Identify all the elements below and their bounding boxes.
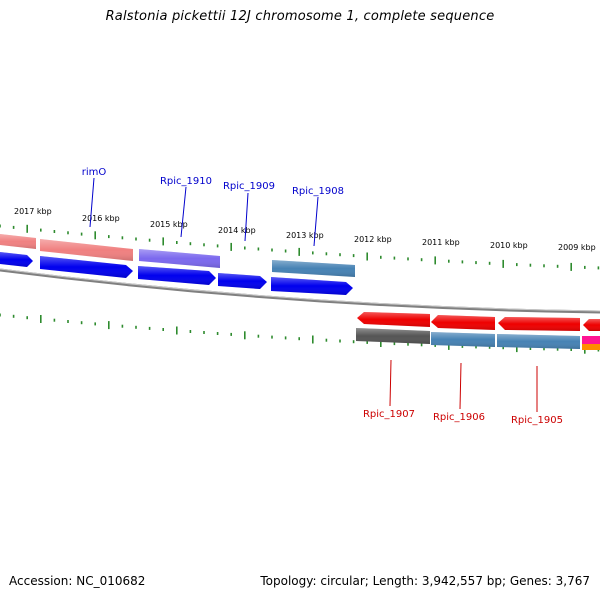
kbp-label: 2012 kbp — [354, 235, 392, 244]
gene-feature-orange[interactable] — [582, 344, 600, 350]
forward-gene-track — [0, 234, 355, 277]
sequence-backbone — [0, 268, 600, 314]
label-leader-line — [313, 196, 319, 247]
kbp-label: 2017 kbp — [14, 207, 52, 216]
gene-label-rimO[interactable]: rimO — [82, 167, 107, 178]
gene-label-rpic-1905[interactable]: Rpic_1905 — [511, 415, 563, 426]
accession-text: Accession: NC_010682 — [9, 574, 146, 588]
reverse-cds-track — [357, 312, 600, 331]
label-leader-line — [180, 186, 187, 238]
forward-cds-track — [0, 252, 353, 295]
kbp-label: 2011 kbp — [422, 238, 460, 247]
lower-tick-ring — [0, 313, 600, 354]
upper-tick-ring — [0, 224, 600, 271]
gene-label-rpic-1909[interactable]: Rpic_1909 — [223, 181, 275, 192]
label-leader-line — [459, 362, 462, 410]
label-leader-line — [244, 192, 249, 242]
gene-label-rpic-1908[interactable]: Rpic_1908 — [292, 186, 344, 197]
label-leader-line — [389, 359, 392, 407]
kbp-label: 2015 kbp — [150, 220, 188, 229]
kbp-label: 2016 kbp — [82, 214, 120, 223]
gene-label-rpic-1907[interactable]: Rpic_1907 — [363, 409, 415, 420]
kbp-label: 2014 kbp — [218, 226, 256, 235]
map-title: Ralstonia pickettii 12J chromosome 1, co… — [105, 9, 495, 24]
reverse-gene-track — [356, 328, 600, 350]
kbp-label: 2010 kbp — [490, 241, 528, 250]
label-leader-line — [89, 177, 95, 228]
gene-label-rpic-1906[interactable]: Rpic_1906 — [433, 412, 485, 423]
gene-label-rpic-1910[interactable]: Rpic_1910 — [160, 176, 212, 187]
kbp-label: 2013 kbp — [286, 231, 324, 240]
kbp-label: 2009 kbp — [558, 243, 596, 252]
topology-summary: Topology: circular; Length: 3,942,557 bp… — [260, 574, 590, 588]
gene-feature-magenta[interactable] — [582, 336, 600, 344]
sequence-backbone-highlight — [0, 268, 600, 312]
